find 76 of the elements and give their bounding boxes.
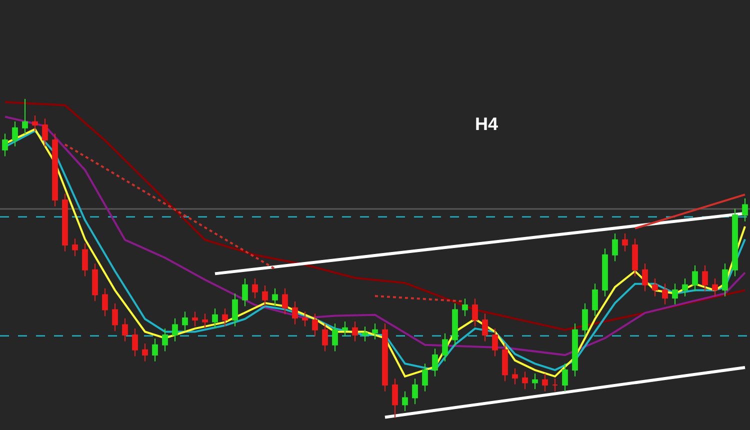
candlestick <box>222 308 228 327</box>
candlestick <box>502 343 508 382</box>
candlestick <box>452 302 458 347</box>
candlestick <box>322 322 328 352</box>
candlestick <box>212 308 218 329</box>
candlestick <box>672 283 678 305</box>
candlestick <box>152 338 158 362</box>
candlestick <box>302 311 308 327</box>
annotation: H4 <box>475 114 498 134</box>
candlestick <box>132 328 138 357</box>
candlestick <box>2 133 8 157</box>
candlestick <box>632 238 638 277</box>
candlestick <box>62 193 68 252</box>
candlestick <box>112 302 118 332</box>
candlestick <box>252 278 258 299</box>
candlestick <box>732 208 738 277</box>
candlestick <box>692 264 698 292</box>
candlestick <box>122 318 128 342</box>
candlestick <box>72 238 78 257</box>
candlestick <box>742 198 748 222</box>
candlestick <box>722 262 728 297</box>
candlestick <box>292 300 298 325</box>
candlestick <box>162 328 168 352</box>
candlestick <box>372 322 378 340</box>
candlestick <box>462 298 468 317</box>
candlestick <box>702 264 708 292</box>
candlestick <box>522 371 528 390</box>
candlestick <box>472 298 478 327</box>
candlestick <box>82 242 88 277</box>
candlestick <box>402 390 408 412</box>
candlestick <box>12 121 18 147</box>
candlestick <box>562 363 568 392</box>
candlestick <box>312 313 318 337</box>
candlestick <box>362 326 368 342</box>
candlestick <box>102 288 108 317</box>
candlestick <box>282 288 288 315</box>
candlestick <box>552 378 558 392</box>
candlestick <box>232 292 238 327</box>
candlestick <box>172 318 178 342</box>
candlestick <box>422 363 428 392</box>
candlestick <box>642 262 648 292</box>
candlestick <box>592 283 598 317</box>
candlestick <box>202 313 208 329</box>
candlestick <box>42 118 48 147</box>
candlestick <box>392 378 398 418</box>
candlestick <box>32 114 38 132</box>
candlestick <box>612 233 618 262</box>
candlestick <box>22 98 28 135</box>
candlestick <box>622 233 628 252</box>
candlestick <box>582 302 588 337</box>
candlestick <box>412 378 418 405</box>
candlestick <box>492 328 498 357</box>
candlestick <box>92 262 98 302</box>
candlestick <box>512 368 518 385</box>
candlestick <box>352 321 358 342</box>
candlestick <box>572 322 578 377</box>
candlestick <box>342 321 348 337</box>
candlestick <box>192 311 198 327</box>
candlestick <box>182 311 188 332</box>
candlestick <box>272 288 278 307</box>
candlestick <box>482 313 488 342</box>
candlestick <box>442 332 448 362</box>
candlestick <box>682 278 688 297</box>
candlestick <box>602 248 608 297</box>
candlestick <box>542 373 548 392</box>
candlestick <box>262 285 268 307</box>
candlestick <box>242 278 248 307</box>
candlestick <box>662 283 668 305</box>
candlestick <box>432 348 438 377</box>
candlestick <box>532 373 538 390</box>
candlestick <box>382 322 388 392</box>
candlestick <box>52 133 58 207</box>
candlestick <box>652 278 658 297</box>
candlestick <box>142 343 148 362</box>
candlestick <box>712 278 718 297</box>
candlestick <box>332 322 338 352</box>
